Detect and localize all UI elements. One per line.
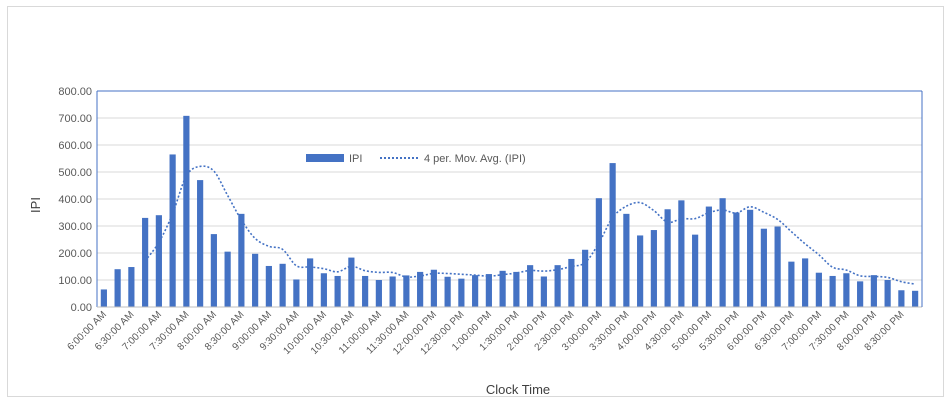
bar-ipi: [320, 273, 327, 307]
bar-ipi: [183, 115, 190, 307]
bar-ipi: [733, 212, 740, 307]
legend-swatch-ipi: [306, 154, 344, 162]
bar-ipi: [609, 163, 616, 307]
bar-ipi: [403, 275, 410, 307]
moving-average-line: [144, 165, 916, 285]
legend-label-moving-average: 4 per. Mov. Avg. (IPI): [424, 153, 526, 165]
bar-ipi: [705, 206, 712, 307]
bar-ipi: [169, 154, 176, 307]
bar-ipi: [279, 263, 286, 307]
bar-ipi: [224, 251, 231, 307]
bar-ipi: [884, 280, 891, 307]
bar-ipi: [774, 226, 781, 307]
y-tick-label: 100.00: [58, 275, 92, 287]
bar-ipi: [430, 269, 437, 307]
bar-ipi: [485, 274, 492, 307]
bar-ipi: [650, 230, 657, 307]
bar-ipi: [293, 279, 300, 307]
bar-ipi: [637, 235, 644, 307]
bar-ipi: [870, 275, 877, 307]
bar-ipi: [623, 213, 630, 307]
bar-ipi: [540, 276, 547, 307]
bar-ipi: [142, 217, 149, 307]
bar-ipi: [815, 272, 822, 307]
bar-ipi: [210, 234, 217, 307]
bar-ipi: [788, 261, 795, 307]
bar-ipi: [843, 273, 850, 307]
bar-ipi: [760, 228, 767, 307]
bar-ipi: [389, 276, 396, 307]
moving-average-series: [144, 165, 916, 285]
bar-ipi: [857, 281, 864, 307]
bar-ipi: [513, 271, 520, 307]
bar-ipi: [595, 198, 602, 307]
bar-ipi: [554, 265, 561, 307]
legend-label-ipi: IPI: [349, 153, 362, 165]
bar-ipi: [719, 198, 726, 307]
bar-ipi: [582, 249, 589, 307]
bar-ipi: [568, 258, 575, 307]
y-tick-label: 200.00: [58, 248, 92, 260]
x-axis-title: Clock Time: [486, 382, 550, 397]
bar-ipi: [362, 275, 369, 307]
gridlines: [97, 90, 922, 308]
bar-ipi: [252, 253, 259, 307]
bar-ipi: [128, 267, 135, 307]
chart-svg: 0.00 100.00 200.00 300.00 400.00 500.00 600.00…: [28, 86, 923, 397]
y-tick-label: 500.00: [58, 167, 92, 179]
y-tick-label: 300.00: [58, 221, 92, 233]
bar-ipi: [307, 258, 314, 307]
bar-ipi: [100, 289, 107, 307]
y-tick-label: 600.00: [58, 140, 92, 152]
chart-area: 0.00 100.00 200.00 300.00 400.00 500.00 600.00…: [7, 6, 944, 397]
bar-ipi: [912, 290, 919, 307]
y-tick-label: 800.00: [58, 86, 92, 98]
bar-ipi: [265, 265, 272, 307]
y-axis-title: IPI: [28, 197, 43, 213]
bar-ipi: [417, 271, 424, 307]
bar-ipi: [678, 200, 685, 307]
y-tick-label: 0.00: [71, 302, 92, 314]
bar-series-ipi: [100, 115, 919, 307]
bar-ipi: [664, 209, 671, 307]
bar-ipi: [238, 213, 245, 307]
bar-ipi: [155, 215, 162, 307]
bar-ipi: [499, 270, 506, 307]
bar-ipi: [197, 180, 204, 307]
bar-ipi: [444, 276, 451, 307]
bar-ipi: [802, 258, 809, 307]
bar-ipi: [472, 275, 479, 307]
bar-ipi: [527, 265, 534, 307]
bar-ipi: [348, 257, 355, 307]
bar-ipi: [829, 275, 836, 307]
bar-ipi: [747, 209, 754, 307]
bar-ipi: [692, 234, 699, 307]
bar-ipi: [114, 269, 121, 307]
bar-ipi: [334, 275, 341, 307]
legend: IPI 4 per. Mov. Avg. (IPI): [306, 153, 526, 165]
bar-ipi: [898, 290, 905, 307]
bar-ipi: [458, 278, 465, 307]
bar-ipi: [375, 280, 382, 307]
y-tick-label: 400.00: [58, 194, 92, 206]
y-tick-label: 700.00: [58, 113, 92, 125]
